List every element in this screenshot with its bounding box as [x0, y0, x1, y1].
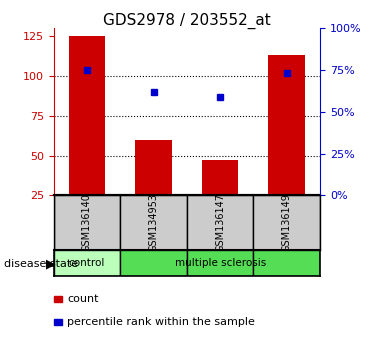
Bar — [54, 250, 120, 276]
Bar — [187, 250, 253, 276]
Bar — [187, 195, 253, 250]
Bar — [269, 55, 305, 195]
Text: ▶: ▶ — [46, 257, 55, 270]
Bar — [135, 139, 172, 195]
Bar — [120, 250, 187, 276]
Text: GSM136140: GSM136140 — [82, 193, 92, 252]
Text: control: control — [69, 258, 105, 268]
Bar — [54, 195, 120, 250]
Text: GSM136149: GSM136149 — [282, 193, 292, 252]
Bar — [69, 36, 105, 195]
Bar — [120, 195, 187, 250]
Text: GSM136147: GSM136147 — [215, 193, 225, 252]
Text: GDS2978 / 203552_at: GDS2978 / 203552_at — [103, 12, 271, 29]
Text: multiple sclerosis: multiple sclerosis — [175, 258, 266, 268]
Bar — [253, 250, 320, 276]
Text: percentile rank within the sample: percentile rank within the sample — [67, 317, 255, 327]
Bar — [253, 195, 320, 250]
Bar — [202, 160, 239, 195]
Text: count: count — [67, 294, 99, 304]
Text: disease state: disease state — [4, 259, 78, 269]
Text: GSM134953: GSM134953 — [148, 193, 159, 252]
